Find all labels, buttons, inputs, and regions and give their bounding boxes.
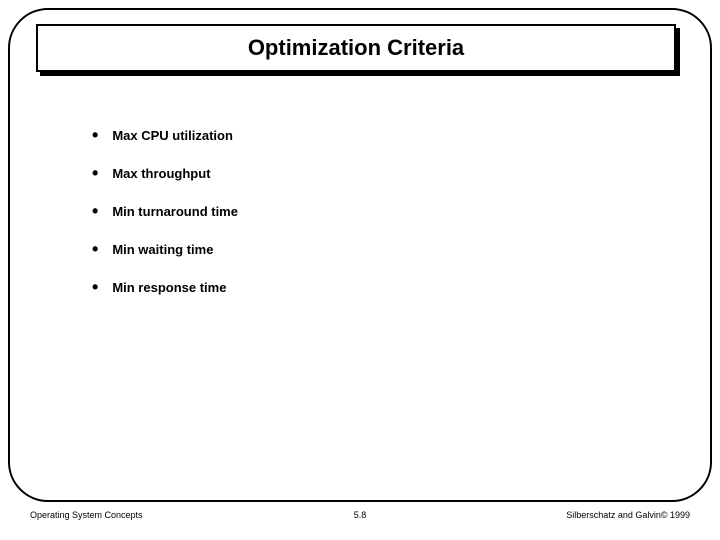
footer-copyright: Silberschatz and Galvin© 1999 bbox=[566, 510, 690, 520]
bullet-icon: • bbox=[92, 128, 98, 142]
list-item: • Max throughput bbox=[92, 166, 238, 182]
bullet-icon: • bbox=[92, 242, 98, 256]
bullet-icon: • bbox=[92, 166, 98, 180]
list-item: • Min turnaround time bbox=[92, 204, 238, 220]
bullet-text: Min response time bbox=[112, 280, 226, 296]
bullet-text: Max throughput bbox=[112, 166, 210, 182]
footer: Operating System Concepts 5.8 Silberscha… bbox=[0, 510, 720, 530]
title-box: Optimization Criteria bbox=[36, 24, 676, 72]
list-item: • Min waiting time bbox=[92, 242, 238, 258]
slide-title: Optimization Criteria bbox=[248, 35, 464, 61]
bullet-text: Max CPU utilization bbox=[112, 128, 233, 144]
list-item: • Min response time bbox=[92, 280, 238, 296]
bullet-icon: • bbox=[92, 204, 98, 218]
bullet-text: Min waiting time bbox=[112, 242, 213, 258]
bullet-text: Min turnaround time bbox=[112, 204, 238, 220]
bullet-icon: • bbox=[92, 280, 98, 294]
bullet-list: • Max CPU utilization • Max throughput •… bbox=[92, 128, 238, 318]
list-item: • Max CPU utilization bbox=[92, 128, 238, 144]
